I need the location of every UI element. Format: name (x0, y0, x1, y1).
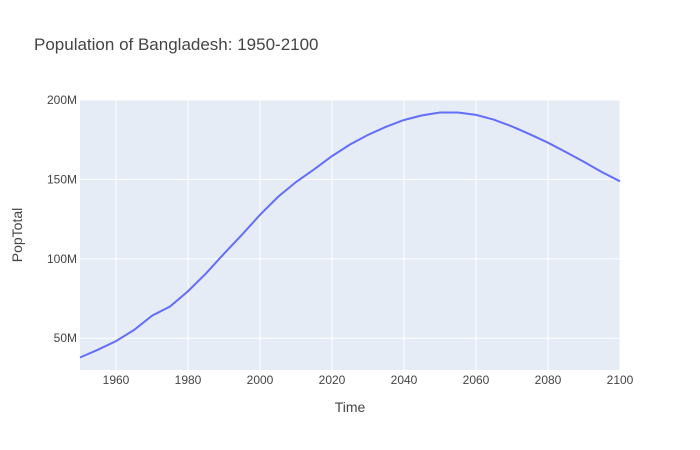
x-tick-label: 2100 (607, 373, 634, 387)
x-tick-label: 2000 (247, 373, 274, 387)
x-axis-title: Time (335, 399, 366, 415)
x-tick-label: 1960 (103, 373, 130, 387)
x-tick-label: 2020 (319, 373, 346, 387)
y-tick-label: 150M (47, 172, 77, 186)
x-axis-ticks: 1960 1980 2000 2020 2040 2060 2080 2100 (103, 373, 634, 387)
x-tick-label: 1980 (175, 373, 202, 387)
y-axis-title: PopTotal (9, 208, 25, 262)
series-line (79, 111, 621, 359)
grid (80, 99, 621, 370)
x-tick-label: 2040 (391, 373, 418, 387)
chart-title: Population of Bangladesh: 1950-2100 (34, 35, 319, 54)
y-axis-ticks: 50M 100M 150M 200M (47, 93, 77, 345)
y-tick-label: 200M (47, 93, 77, 107)
x-tick-label: 2060 (463, 373, 490, 387)
y-tick-label: 50M (54, 331, 77, 345)
x-tick-label: 2080 (535, 373, 562, 387)
plot-area (80, 100, 620, 370)
y-tick-label: 100M (47, 252, 77, 266)
